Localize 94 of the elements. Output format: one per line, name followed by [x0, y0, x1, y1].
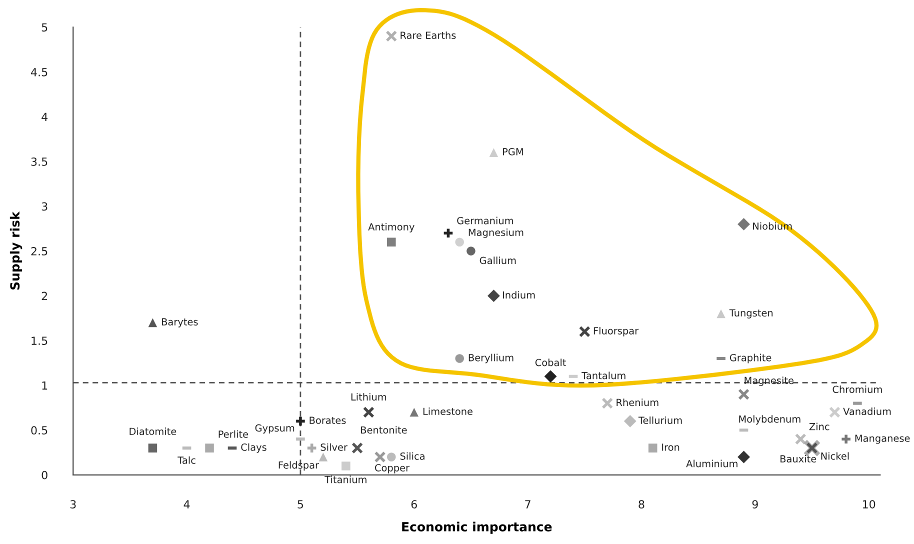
series-label: Vanadium — [843, 408, 891, 416]
x-tick-label: 10 — [862, 500, 876, 509]
series-label: Clays — [241, 443, 266, 453]
y-tick-label: 1 — [42, 381, 48, 390]
series-label: Gallium — [480, 256, 516, 264]
series-label: Magnesium — [468, 228, 524, 238]
series-label: Tungsten — [729, 309, 773, 318]
y-axis-title: Supply risk — [10, 211, 22, 290]
point — [352, 442, 364, 454]
y-tick-label: 0.5 — [31, 426, 48, 435]
series-label: Borates — [310, 416, 346, 424]
point — [386, 30, 398, 42]
point — [294, 415, 306, 427]
series-label: Aluminium — [686, 460, 738, 468]
point — [205, 444, 214, 452]
point — [489, 148, 498, 157]
x-axis-title: Economic importance — [402, 522, 552, 534]
series-label: Copper — [375, 464, 410, 474]
series-label: Tantalum — [582, 372, 626, 380]
series-label: Zinc — [809, 422, 830, 430]
point — [828, 406, 840, 418]
point — [387, 452, 396, 462]
x-tick-label: 6 — [411, 500, 417, 509]
series-label: Silver — [320, 443, 348, 451]
point — [362, 406, 374, 418]
point — [306, 442, 318, 454]
series-label: Nickel — [821, 452, 849, 460]
series-label: Molybdenum — [739, 415, 800, 425]
point — [342, 462, 350, 470]
point — [387, 238, 396, 246]
point — [738, 388, 750, 400]
point — [544, 370, 557, 383]
point — [410, 408, 419, 417]
point — [374, 451, 386, 463]
y-tick-label: 5 — [42, 23, 48, 32]
y-tick-label: 4.5 — [30, 68, 48, 76]
y-tick-label: 4 — [42, 112, 48, 121]
series-label: Barytes — [162, 318, 198, 328]
series-label: Germanium — [457, 216, 514, 224]
series-label: Lithium — [351, 393, 386, 401]
series-label: Diatomite — [130, 428, 176, 436]
y-tick-label: 1.5 — [32, 336, 48, 345]
series-label: Fluorspar — [594, 326, 639, 336]
series-label: Iron — [662, 444, 680, 451]
series-label: Bauxite — [780, 454, 816, 463]
point — [648, 444, 658, 452]
series-label: Talc — [178, 456, 196, 464]
x-tick-label: 7 — [525, 500, 530, 508]
series-label: Feldspar — [278, 461, 320, 471]
point — [738, 218, 750, 230]
series-label: Bentonite — [361, 426, 407, 434]
x-tick-label: 3 — [70, 500, 76, 509]
y-tick-label: 2 — [42, 292, 48, 300]
point — [455, 354, 464, 363]
x-tick-label: 5 — [298, 500, 304, 509]
series-label: Antimony — [368, 222, 414, 232]
x-tick-label: 9 — [752, 500, 758, 509]
series-label: PGM — [502, 148, 523, 156]
series-label: Gypsum — [255, 424, 294, 434]
point — [578, 326, 590, 338]
y-tick-label: 0 — [42, 470, 48, 480]
series-label: Manganese — [855, 434, 910, 444]
point — [840, 433, 852, 445]
series-label: Limestone — [423, 408, 472, 416]
series-label: Perlite — [218, 430, 248, 438]
point — [455, 238, 464, 246]
series-label: Titanium — [324, 476, 366, 484]
series-label: Chromium — [832, 386, 882, 394]
point — [602, 397, 614, 410]
series-label: Graphite — [730, 354, 772, 364]
series-label: Indium — [502, 291, 535, 299]
y-tick-label: 3 — [42, 202, 48, 211]
point — [442, 227, 454, 239]
series-label: Silica — [400, 452, 424, 460]
series-label: Magnesite — [744, 376, 794, 386]
point — [806, 442, 818, 454]
y-tick-label: 3.5 — [31, 157, 48, 166]
series-label: Tellurium — [638, 416, 682, 424]
y-tick-label: 2.5 — [31, 247, 48, 256]
point — [794, 433, 806, 445]
x-tick-label: 4 — [184, 500, 190, 508]
series-label: Rare Earths — [400, 31, 456, 39]
point — [318, 452, 328, 462]
point — [738, 450, 750, 464]
series-label: Cobalt — [535, 358, 566, 366]
point — [148, 318, 158, 328]
series-label: Rhenium — [616, 398, 658, 406]
point — [466, 246, 476, 256]
point — [487, 290, 500, 302]
series-label: Beryllium — [468, 354, 514, 364]
point — [148, 444, 158, 452]
point — [624, 414, 636, 428]
point — [716, 309, 726, 318]
x-tick-label: 8 — [638, 500, 644, 509]
